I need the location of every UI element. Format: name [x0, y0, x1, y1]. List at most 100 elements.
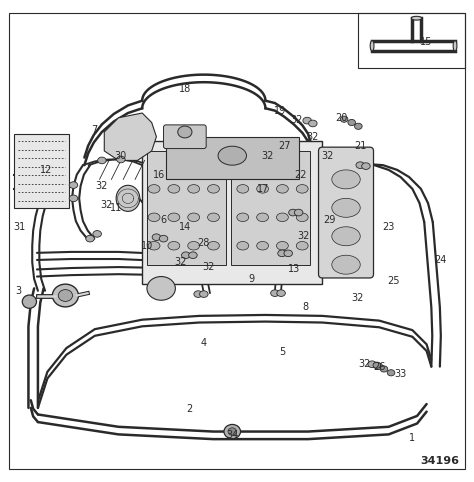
Ellipse shape: [374, 363, 383, 370]
Text: 20: 20: [335, 113, 347, 123]
Ellipse shape: [373, 362, 381, 368]
Bar: [358, 13, 465, 68]
Ellipse shape: [355, 123, 362, 129]
Ellipse shape: [380, 366, 388, 372]
Ellipse shape: [98, 157, 106, 164]
Text: 21: 21: [354, 141, 366, 151]
Ellipse shape: [147, 277, 175, 300]
Polygon shape: [104, 113, 156, 161]
Ellipse shape: [148, 241, 160, 250]
Ellipse shape: [188, 213, 200, 222]
Text: 31: 31: [13, 222, 25, 232]
FancyBboxPatch shape: [319, 147, 374, 278]
Ellipse shape: [237, 185, 249, 193]
Text: 32: 32: [202, 262, 215, 272]
Text: 1: 1: [410, 433, 415, 442]
Ellipse shape: [69, 195, 78, 201]
Ellipse shape: [370, 40, 374, 51]
Ellipse shape: [188, 241, 200, 250]
Text: 6: 6: [161, 214, 166, 225]
Ellipse shape: [58, 290, 73, 301]
Ellipse shape: [208, 213, 219, 222]
Text: 25: 25: [387, 276, 400, 286]
Ellipse shape: [93, 230, 101, 237]
Ellipse shape: [194, 291, 202, 297]
Bar: [166, 137, 299, 179]
Text: 15: 15: [420, 37, 433, 47]
Text: 9: 9: [248, 274, 254, 284]
Bar: [14, 134, 69, 208]
Ellipse shape: [53, 284, 78, 307]
Text: 32: 32: [96, 182, 108, 191]
Text: 19: 19: [273, 106, 286, 116]
Ellipse shape: [168, 185, 180, 193]
Text: 17: 17: [257, 184, 269, 194]
Ellipse shape: [152, 234, 161, 241]
Text: 2: 2: [186, 404, 193, 414]
Ellipse shape: [208, 185, 219, 193]
Ellipse shape: [218, 146, 246, 165]
Ellipse shape: [278, 250, 286, 256]
Bar: [147, 151, 226, 265]
Text: 32: 32: [321, 151, 333, 161]
Ellipse shape: [237, 241, 249, 250]
Text: 34: 34: [226, 430, 238, 441]
Text: 7: 7: [91, 125, 98, 134]
Ellipse shape: [86, 235, 94, 242]
Ellipse shape: [296, 213, 308, 222]
Ellipse shape: [340, 116, 348, 122]
Ellipse shape: [178, 126, 192, 138]
Ellipse shape: [332, 255, 360, 274]
Ellipse shape: [271, 290, 279, 296]
Ellipse shape: [208, 241, 219, 250]
Ellipse shape: [411, 16, 422, 20]
Text: 18: 18: [179, 84, 191, 94]
Text: 32: 32: [290, 115, 302, 125]
Ellipse shape: [296, 185, 308, 193]
Ellipse shape: [116, 185, 140, 212]
Text: 34196: 34196: [420, 456, 459, 466]
Ellipse shape: [453, 40, 457, 51]
Ellipse shape: [257, 241, 268, 250]
Bar: [142, 141, 322, 284]
Ellipse shape: [332, 170, 360, 189]
Ellipse shape: [117, 156, 125, 163]
Ellipse shape: [257, 213, 268, 222]
Text: 32: 32: [297, 231, 310, 241]
Ellipse shape: [289, 209, 297, 216]
Text: 26: 26: [373, 362, 385, 372]
Text: 16: 16: [153, 170, 165, 180]
Text: 11: 11: [110, 203, 122, 213]
Text: 24: 24: [435, 255, 447, 265]
Text: 14: 14: [179, 222, 191, 232]
Text: 32: 32: [174, 257, 186, 268]
Ellipse shape: [294, 209, 303, 216]
Text: 28: 28: [198, 239, 210, 248]
Bar: [231, 151, 310, 265]
Ellipse shape: [148, 213, 160, 222]
Ellipse shape: [168, 241, 180, 250]
Ellipse shape: [276, 213, 288, 222]
Ellipse shape: [148, 185, 160, 193]
Ellipse shape: [362, 163, 370, 170]
Text: 8: 8: [303, 302, 309, 312]
Ellipse shape: [332, 198, 360, 217]
Text: 27: 27: [278, 141, 291, 151]
Text: 32: 32: [100, 201, 113, 211]
Text: 29: 29: [323, 214, 336, 225]
Ellipse shape: [309, 120, 317, 127]
Ellipse shape: [228, 428, 237, 435]
Ellipse shape: [189, 252, 197, 258]
Text: 13: 13: [288, 265, 300, 274]
Text: 32: 32: [352, 293, 364, 303]
Ellipse shape: [276, 241, 288, 250]
Ellipse shape: [277, 290, 285, 296]
Ellipse shape: [284, 250, 292, 256]
Text: 23: 23: [383, 222, 395, 232]
Ellipse shape: [368, 361, 376, 368]
Ellipse shape: [303, 117, 311, 124]
Ellipse shape: [356, 162, 365, 169]
Text: 4: 4: [201, 338, 207, 348]
Text: 32: 32: [307, 132, 319, 142]
Ellipse shape: [348, 120, 356, 126]
